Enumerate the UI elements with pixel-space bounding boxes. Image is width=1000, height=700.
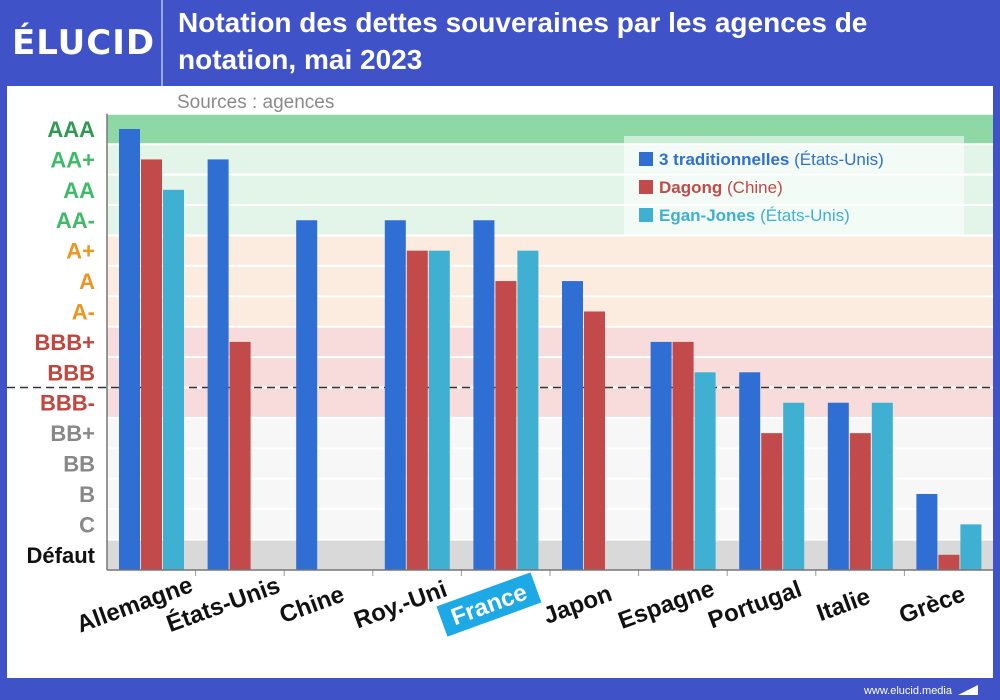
y-tick-label: BBB [47, 360, 95, 385]
x-tick-label: Roy.-Uni [350, 576, 450, 635]
bar-2-4 [517, 250, 539, 571]
bar-0-1 [207, 159, 229, 570]
y-tick-label: BB+ [50, 421, 95, 446]
x-tick-label: Grèce [896, 581, 969, 630]
elucid-logo: ÉLUCID [12, 23, 156, 63]
legend-swatch-1 [639, 180, 653, 194]
bar-0-3 [384, 220, 406, 570]
bar-2-3 [428, 250, 450, 571]
y-tick-label: AA+ [50, 147, 95, 172]
bar-0-2 [296, 220, 318, 570]
y-tick-label: AAA [47, 117, 95, 142]
elucid-mark-icon [958, 685, 978, 695]
bar-1-4 [495, 281, 517, 570]
bar-1-6 [672, 341, 694, 570]
bar-2-9 [960, 524, 982, 570]
y-tick-label: C [79, 512, 95, 537]
y-tick-label: BBB- [40, 391, 95, 416]
chart: Sources : agencesDéfautCBBBBB+BBB-BBBBBB… [7, 92, 993, 638]
legend-entry: Egan-Jones (États-Unis) [659, 206, 850, 225]
bar-1-7 [761, 433, 783, 570]
y-tick-label: A- [72, 299, 95, 324]
y-tick-label: AA- [56, 208, 95, 233]
bar-0-8 [827, 402, 849, 570]
rating-band-9 [107, 265, 993, 297]
chart-title: Notation des dettes souveraines par les … [178, 7, 868, 75]
bar-1-8 [849, 433, 871, 570]
x-tick-label: Japon [540, 580, 616, 630]
header-divider [161, 0, 163, 86]
legend-series-origin: (États-Unis) [755, 206, 849, 225]
legend-series-name: 3 traditionnelles [659, 150, 789, 169]
x-tick-label: Portugal [705, 576, 806, 635]
legend-series-name: Dagong [659, 178, 722, 197]
highlight-badge [436, 572, 542, 637]
y-tick-label: BB [63, 452, 95, 477]
rating-band-6 [107, 357, 993, 388]
y-tick-label: A [79, 269, 95, 294]
bar-2-6 [694, 372, 716, 570]
bar-0-9 [916, 493, 938, 570]
legend-series-origin: (États-Unis) [789, 150, 883, 169]
bar-1-9 [938, 554, 960, 570]
bar-0-7 [739, 372, 761, 570]
bar-0-0 [119, 129, 140, 570]
x-tick-label: Italie [813, 583, 874, 627]
bar-1-0 [141, 159, 162, 570]
y-tick-label: A+ [66, 239, 95, 264]
legend-swatch-2 [639, 208, 653, 222]
bar-1-5 [584, 311, 605, 570]
rating-band-8 [107, 296, 993, 327]
y-tick-label: B [79, 482, 95, 507]
bar-0-6 [650, 341, 672, 570]
legend-entry: Dagong (Chine) [659, 178, 783, 197]
chart-subtitle: Sources : agences [177, 92, 334, 113]
chart-panel: Sources : agences Défaut C B BB BB+ BBB- BBB BBB… [7, 86, 993, 678]
y-tick-label: BBB+ [34, 330, 95, 355]
bar-1-1 [229, 341, 251, 570]
rating-band-7 [107, 326, 993, 358]
rating-band-10 [107, 235, 993, 266]
y-tick-label: AA [63, 178, 95, 203]
legend-series-origin: (Chine) [722, 178, 782, 197]
footer-url[interactable]: www.elucid.media [863, 685, 952, 697]
bar-0-5 [562, 281, 583, 570]
legend-entry: 3 traditionnelles (États-Unis) [659, 150, 884, 169]
legend-series-name: Egan-Jones [659, 206, 755, 225]
x-tick-label: France [448, 579, 531, 631]
legend-box [624, 136, 964, 236]
bar-0-4 [473, 220, 495, 570]
x-tick-label: Espagne [615, 575, 718, 635]
bar-2-0 [163, 189, 184, 570]
header: ÉLUCID Notation des dettes souveraines p… [0, 0, 1000, 86]
x-tick-label: Chine [276, 581, 348, 629]
y-tick-label: Défaut [27, 543, 96, 568]
bar-2-7 [783, 402, 805, 570]
legend-swatch-0 [639, 152, 653, 166]
bar-2-8 [871, 402, 893, 570]
bar-1-3 [406, 250, 428, 571]
